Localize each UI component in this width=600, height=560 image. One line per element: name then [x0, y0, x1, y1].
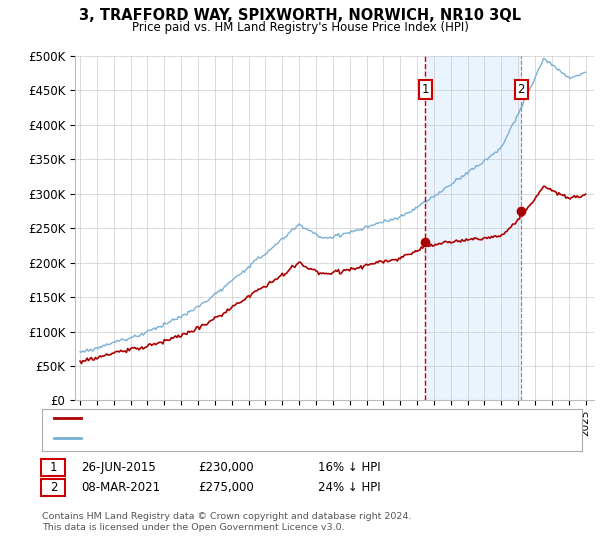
- Text: 2: 2: [50, 480, 57, 494]
- Text: 24% ↓ HPI: 24% ↓ HPI: [318, 480, 380, 494]
- Text: 26-JUN-2015: 26-JUN-2015: [81, 461, 156, 474]
- Text: 08-MAR-2021: 08-MAR-2021: [81, 480, 160, 494]
- Text: Price paid vs. HM Land Registry's House Price Index (HPI): Price paid vs. HM Land Registry's House …: [131, 21, 469, 34]
- Text: 1: 1: [422, 82, 429, 96]
- Text: 2: 2: [518, 82, 525, 96]
- Text: 3, TRAFFORD WAY, SPIXWORTH, NORWICH, NR10 3QL (detached house): 3, TRAFFORD WAY, SPIXWORTH, NORWICH, NR1…: [84, 413, 478, 423]
- Text: 3, TRAFFORD WAY, SPIXWORTH, NORWICH, NR10 3QL: 3, TRAFFORD WAY, SPIXWORTH, NORWICH, NR1…: [79, 8, 521, 24]
- Text: 1: 1: [50, 461, 57, 474]
- Text: 16% ↓ HPI: 16% ↓ HPI: [318, 461, 380, 474]
- Text: Contains HM Land Registry data © Crown copyright and database right 2024.
This d: Contains HM Land Registry data © Crown c…: [42, 512, 412, 532]
- Text: HPI: Average price, detached house, Broadland: HPI: Average price, detached house, Broa…: [84, 433, 342, 443]
- Text: £230,000: £230,000: [198, 461, 254, 474]
- Text: £275,000: £275,000: [198, 480, 254, 494]
